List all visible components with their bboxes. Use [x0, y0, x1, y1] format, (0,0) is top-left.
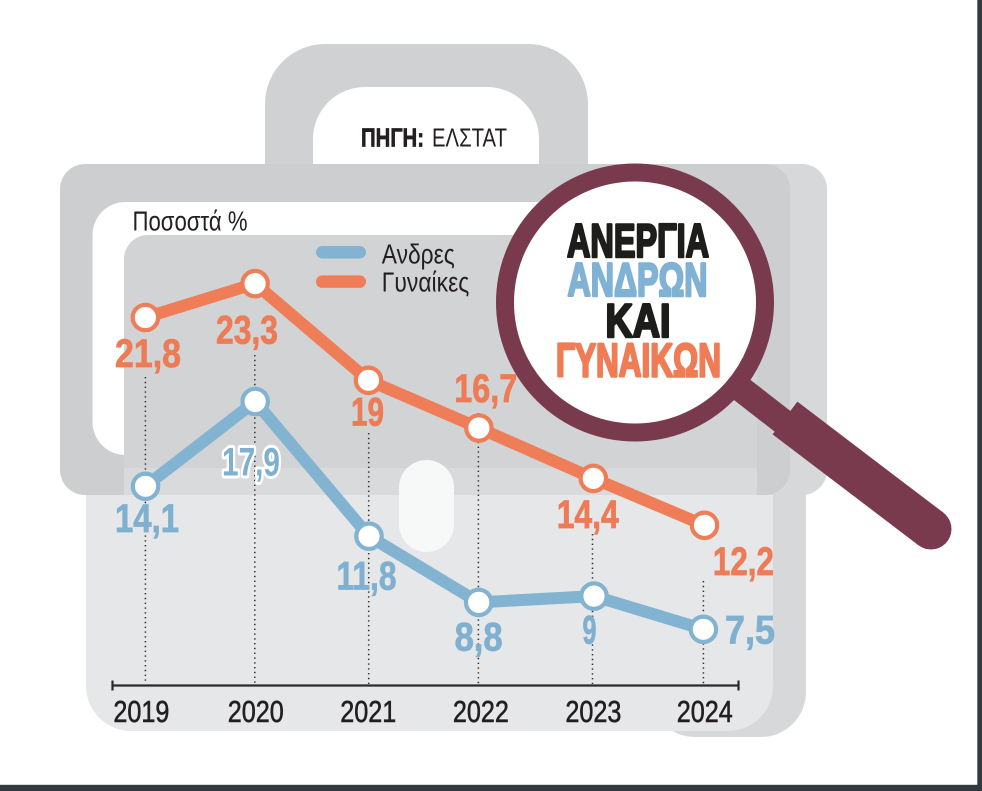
svg-text:2021: 2021	[340, 694, 396, 729]
svg-text:ΕΛΣΤΑΤ: ΕΛΣΤΑΤ	[432, 123, 507, 153]
svg-text:14,1: 14,1	[115, 497, 179, 541]
svg-text:ΑΝΕΡΓΙΑ: ΑΝΕΡΓΙΑ	[567, 214, 709, 267]
svg-text:14,4: 14,4	[557, 493, 620, 537]
svg-text:Ποσοστά %: Ποσοστά %	[133, 205, 248, 236]
svg-text:ΑΝΔΡΩΝ: ΑΝΔΡΩΝ	[568, 253, 708, 306]
svg-text:2022: 2022	[453, 694, 509, 729]
svg-text:ΓΥΝΑΙΚΩΝ: ΓΥΝΑΙΚΩΝ	[556, 334, 721, 387]
svg-text:17,9: 17,9	[222, 441, 280, 485]
svg-text:8,8: 8,8	[455, 616, 503, 660]
svg-text:ΚΑΙ: ΚΑΙ	[606, 294, 671, 347]
svg-text:Γυναίκες: Γυναίκες	[382, 267, 470, 298]
svg-text:19: 19	[351, 390, 384, 434]
svg-text:Ανδρες: Ανδρες	[382, 239, 455, 270]
svg-text:2024: 2024	[677, 694, 733, 729]
svg-text:ΠΗΓΗ:: ΠΗΓΗ:	[361, 123, 424, 153]
svg-text:2019: 2019	[113, 694, 169, 729]
svg-text:2020: 2020	[228, 694, 284, 729]
svg-text:23,3: 23,3	[216, 309, 278, 353]
svg-text:21,8: 21,8	[115, 332, 181, 376]
svg-text:11,8: 11,8	[337, 554, 397, 598]
svg-text:12,2: 12,2	[713, 540, 774, 584]
svg-text:2023: 2023	[565, 694, 621, 729]
svg-text:9: 9	[583, 608, 597, 652]
svg-text:7,5: 7,5	[725, 608, 775, 652]
svg-text:16,7: 16,7	[454, 367, 517, 411]
